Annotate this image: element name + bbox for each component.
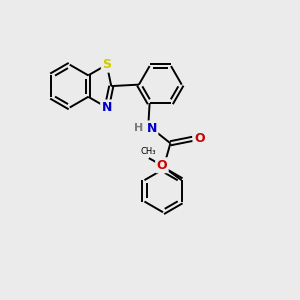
Text: O: O [194, 132, 205, 145]
Text: O: O [157, 159, 167, 172]
Text: CH₃: CH₃ [140, 147, 156, 156]
Text: H: H [134, 123, 143, 134]
Text: N: N [146, 122, 157, 135]
Text: S: S [102, 58, 111, 71]
Text: N: N [102, 101, 112, 114]
